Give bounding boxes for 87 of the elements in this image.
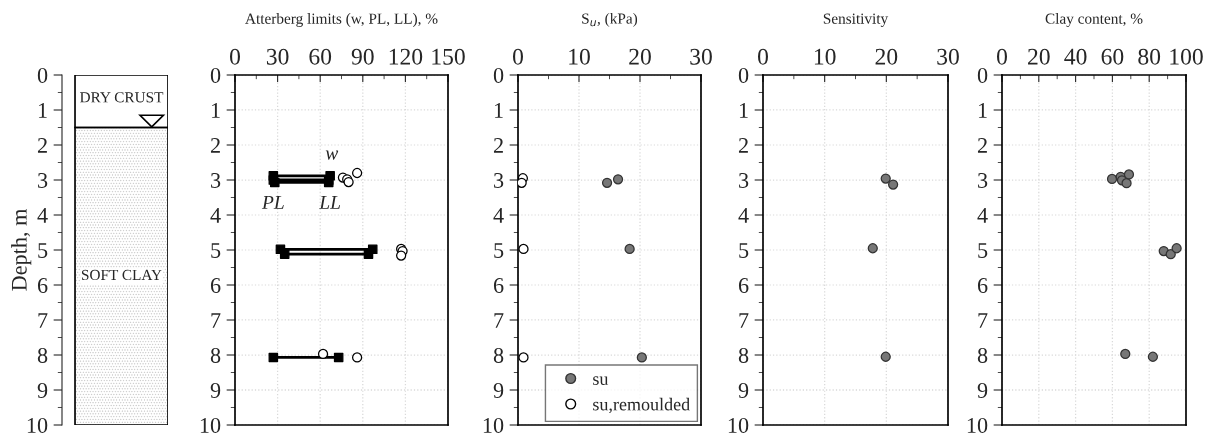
x-tick-label: 80 <box>1138 48 1161 65</box>
y-tick-label: 1 <box>978 103 987 118</box>
y-tick-label: 1 <box>211 103 220 118</box>
series-label: w <box>325 150 339 160</box>
chart-title: Clay content, % <box>1045 13 1143 27</box>
x-tick-label: 30 <box>266 48 289 65</box>
y-tick-label: 6 <box>210 277 221 293</box>
y-tick-label: 5 <box>211 243 221 258</box>
y-tick-label: 10 <box>728 417 749 433</box>
series-label: SOFT CLAY <box>81 269 162 281</box>
y-tick-label: 0 <box>37 67 48 83</box>
y-tick-label: 7 <box>211 313 221 328</box>
y-tick-label: 4 <box>493 208 504 223</box>
y-tick-label: 6 <box>738 277 749 293</box>
x-tick-label: 0 <box>513 48 523 65</box>
y-tick-label: 2 <box>738 137 748 153</box>
chart-title: Atterberg limits (w, PL, LL), % <box>245 13 438 27</box>
y-tick-label: 5 <box>978 243 988 258</box>
y-tick-label: 2 <box>977 137 987 153</box>
series-label: DRY CRUST <box>80 92 164 103</box>
y-tick-label: 7 <box>38 313 48 328</box>
y-tick-label: 3 <box>978 172 988 188</box>
y-tick-label: 5 <box>38 243 48 258</box>
y-tick-label: 8 <box>37 347 48 363</box>
y-tick-label: 9 <box>738 382 749 398</box>
y-axis-title: Depth, m <box>11 209 32 291</box>
y-tick-label: 9 <box>210 382 221 398</box>
y-tick-label: 2 <box>37 137 47 153</box>
y-tick-label: 1 <box>739 103 748 118</box>
x-tick-label: 90 <box>351 48 374 65</box>
y-tick-label: 7 <box>739 313 749 328</box>
y-tick-label: 9 <box>493 382 504 398</box>
y-tick-label: 5 <box>739 243 749 258</box>
y-tick-label: 3 <box>38 172 48 188</box>
x-tick-label: 0 <box>230 48 240 65</box>
y-tick-label: 0 <box>493 67 504 83</box>
y-tick-label: 5 <box>494 243 504 258</box>
y-tick-label: 1 <box>38 103 47 118</box>
y-tick-label: 4 <box>977 208 988 223</box>
x-tick-label: 10 <box>569 48 590 65</box>
x-tick-label: 60 <box>1101 48 1124 65</box>
y-tick-label: 2 <box>210 137 220 153</box>
x-tick-label: 120 <box>389 48 423 65</box>
y-tick-label: 9 <box>37 382 48 398</box>
x-tick-label: 40 <box>1064 48 1087 65</box>
x-tick-label: 30 <box>937 48 959 65</box>
x-tick-label: 20 <box>875 48 898 65</box>
y-tick-label: 8 <box>977 347 988 363</box>
x-tick-label: 150 <box>432 48 465 65</box>
y-tick-label: 8 <box>210 347 221 363</box>
y-tick-label: 0 <box>977 67 988 83</box>
series-label: PL <box>261 196 284 209</box>
y-tick-label: 6 <box>37 277 48 293</box>
y-tick-label: 1 <box>494 103 503 118</box>
x-tick-label: 30 <box>690 48 712 65</box>
x-tick-label: 20 <box>629 48 651 65</box>
y-tick-label: 2 <box>493 137 503 153</box>
x-tick-label: 20 <box>1028 48 1050 65</box>
y-tick-label: 4 <box>210 208 221 223</box>
x-tick-label: 0 <box>997 48 1007 65</box>
y-tick-label: 7 <box>494 313 504 328</box>
x-tick-label: 0 <box>758 48 768 65</box>
y-tick-label: 0 <box>210 67 221 83</box>
y-tick-label: 10 <box>483 417 504 433</box>
legend-label: su,remoulded <box>593 397 690 414</box>
y-tick-label: 6 <box>493 277 504 293</box>
y-tick-label: 4 <box>738 208 749 223</box>
y-tick-label: 10 <box>200 417 221 433</box>
y-tick-label: 3 <box>494 172 504 188</box>
y-tick-label: 7 <box>978 313 988 328</box>
y-tick-label: 3 <box>211 172 221 188</box>
y-tick-label: 8 <box>493 347 504 363</box>
y-tick-label: 0 <box>738 67 749 83</box>
legend-label: su <box>593 376 609 385</box>
x-tick-label: 60 <box>309 48 332 65</box>
y-tick-label: 6 <box>977 277 988 293</box>
y-tick-label: 10 <box>27 417 48 433</box>
x-tick-label: 100 <box>1170 48 1203 65</box>
y-tick-label: 9 <box>977 382 988 398</box>
y-tick-label: 10 <box>967 417 988 433</box>
y-tick-label: 4 <box>37 208 48 223</box>
y-tick-label: 3 <box>739 172 749 188</box>
chart-title: S$_{u}$, (kPa) <box>582 12 638 27</box>
x-tick-label: 10 <box>814 48 836 65</box>
series-label: LL <box>319 196 341 209</box>
y-tick-label: 8 <box>738 347 749 363</box>
chart-title: Sensitivity <box>823 13 889 27</box>
